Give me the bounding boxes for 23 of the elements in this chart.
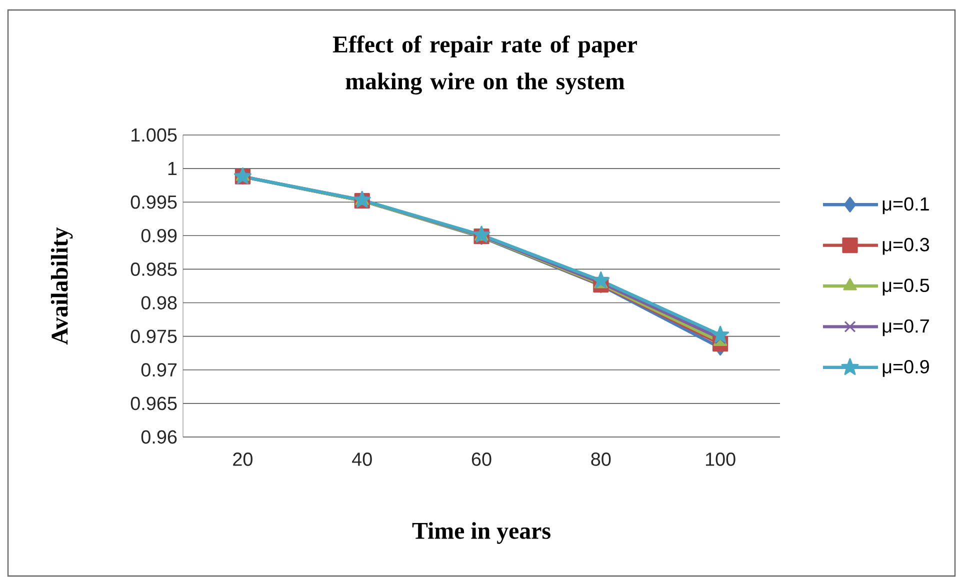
x-tick-label: 80 [591,452,611,466]
y-tick-label: 0.99 [141,228,177,242]
x-tick-label: 20 [233,452,252,466]
x-tick-label: 40 [352,452,372,466]
x-axis-title: Time in years [412,522,550,544]
y-tick-label: 0.97 [141,363,177,377]
y-tick-label: 0.995 [130,195,177,209]
legend-label: μ=0.3 [882,238,930,255]
y-tick-label: 0.975 [130,330,177,344]
y-tick-label: 0.98 [141,296,177,310]
legend-label: μ=0.9 [882,360,929,377]
x-tick-label: 60 [472,452,492,466]
y-tick-label: 0.96 [141,430,177,444]
y-tick-label: 0.985 [130,262,177,276]
chart-title: Effect of repair rate of paper making wire on the system [332,36,637,94]
y-tick-label: 1 [168,162,177,176]
legend-label: μ=0.1 [882,197,929,214]
y-tick-label: 1.005 [132,128,177,142]
y-axis-title: Availability [50,227,73,345]
x-tick-label: 100 [706,452,736,466]
legend-label: μ=0.5 [882,278,930,296]
y-tick-label: 0.965 [130,396,177,410]
legend-label: μ=0.7 [882,319,929,336]
